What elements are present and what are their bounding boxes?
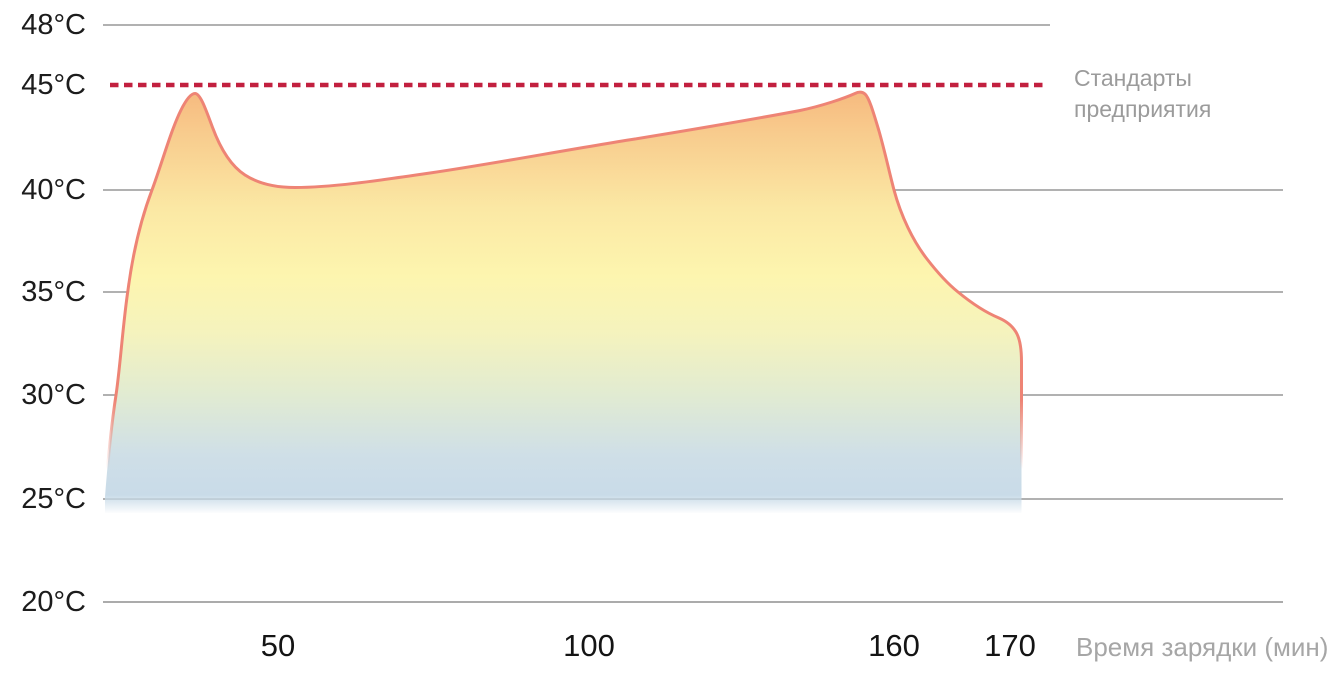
x-tick-160: 160 [868, 628, 920, 663]
x-tick-50: 50 [260, 628, 296, 663]
y-tick-40: 40°C [21, 174, 86, 206]
y-tick-25: 25°C [21, 483, 86, 515]
y-tick-45: 45°C [21, 69, 86, 101]
y-tick-35: 35°C [21, 276, 86, 308]
temperature-area [105, 92, 1022, 513]
temperature-line [103, 90, 1023, 499]
threshold-legend: Стандарты предприятия [1074, 63, 1314, 125]
threshold-legend-line2: предприятия [1074, 96, 1212, 122]
x-tick-100: 100 [563, 628, 615, 663]
y-tick-48: 48°C [21, 9, 86, 41]
x-axis-title: Время зарядки (мин) [1076, 632, 1329, 662]
y-tick-30: 30°C [21, 379, 86, 411]
x-tick-170: 170 [984, 628, 1036, 663]
threshold-legend-line1: Стандарты [1074, 65, 1192, 91]
y-tick-20: 20°C [21, 586, 86, 618]
